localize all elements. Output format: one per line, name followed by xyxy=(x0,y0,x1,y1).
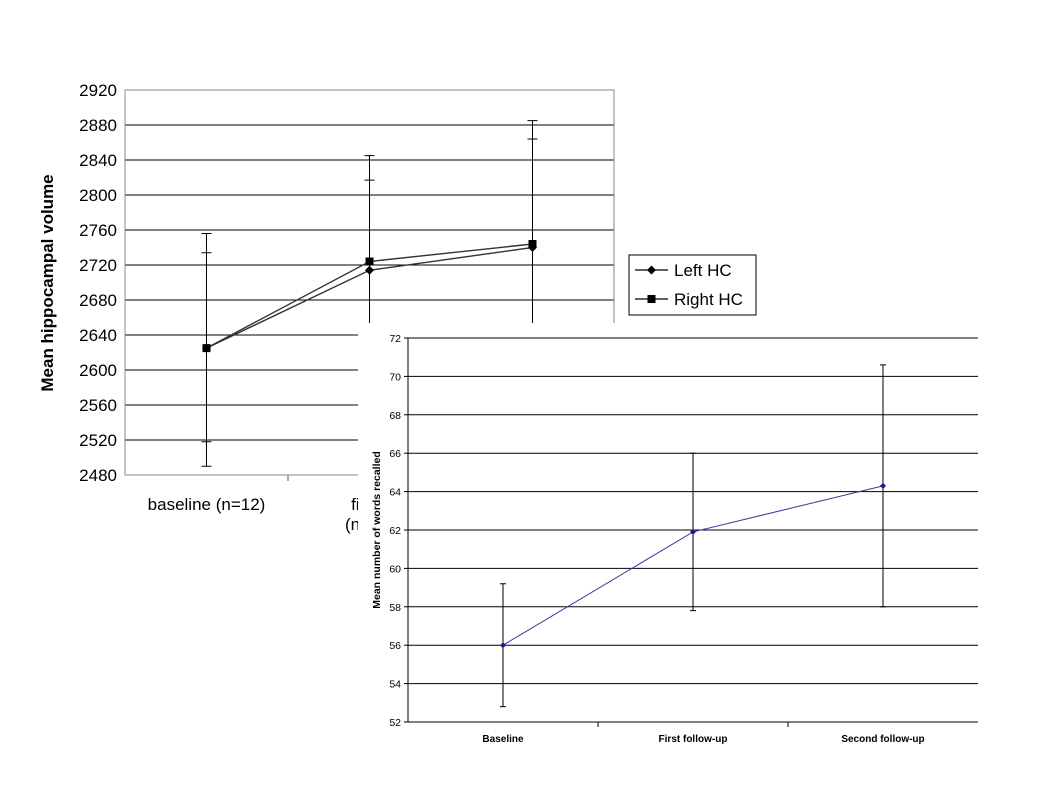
legend-square-marker xyxy=(647,295,656,303)
c1-y-tick-label: 2720 xyxy=(79,256,117,275)
c2-panel-background xyxy=(358,323,1008,793)
c2-y-tick-label: 62 xyxy=(389,525,401,537)
c2-y-tick-label: 68 xyxy=(389,410,401,422)
c1-y-tick-label: 2920 xyxy=(79,81,117,100)
c1-square-marker xyxy=(365,257,374,266)
c2-y-tick-label: 58 xyxy=(389,602,401,614)
c1-y-axis-label: Mean hippocampal volume xyxy=(38,174,57,391)
c2-y-tick-label: 64 xyxy=(389,487,401,499)
c2-y-tick-label: 52 xyxy=(389,717,401,729)
c2-y-tick-label: 54 xyxy=(389,679,401,691)
legend-diamond-marker xyxy=(647,265,656,275)
c1-y-tick-label: 2560 xyxy=(79,396,117,415)
c2-x-category-label: First follow-up xyxy=(659,734,728,745)
c2-y-axis-label: Mean number of words recalled xyxy=(371,451,383,609)
c1-x-category-label: baseline (n=12) xyxy=(148,495,266,514)
c1-y-tick-label: 2600 xyxy=(79,361,117,380)
c2-y-tick-label: 60 xyxy=(389,563,401,575)
c2-diamond-marker xyxy=(880,482,886,489)
c2-diamond-marker xyxy=(690,528,696,535)
c1-x-category-label-overflow: (n xyxy=(345,515,360,534)
c2-y-tick-labels: 52 54 56 58 60 62 64 66 68 70 72 xyxy=(389,333,401,729)
c2-y-tick-label: 72 xyxy=(389,333,401,345)
legend-right-hc-label: Right HC xyxy=(674,290,743,309)
c2-diamond-marker xyxy=(500,642,506,649)
c2-x-category-label: Baseline xyxy=(482,734,524,745)
c2-series-markers xyxy=(500,482,886,649)
c1-square-marker xyxy=(528,240,537,248)
c1-y-tick-label: 2520 xyxy=(79,431,117,450)
c1-square-marker xyxy=(202,344,211,353)
c2-y-tick-label: 66 xyxy=(389,448,401,460)
c2-y-tick-label: 56 xyxy=(389,640,401,652)
c1-diamond-marker xyxy=(365,265,374,275)
c1-x-category-labels: baseline (n=12)first f(n xyxy=(148,495,389,534)
c1-y-tick-label: 2680 xyxy=(79,291,117,310)
c1-y-tick-label: 2640 xyxy=(79,326,117,345)
c1-y-tick-label: 2840 xyxy=(79,151,117,170)
c2-y-tick-label: 70 xyxy=(389,371,401,383)
c1-series-markers xyxy=(202,240,537,353)
c2-x-category-labels: Baseline First follow-up Second follow-up xyxy=(482,734,924,745)
c2-x-category-label: Second follow-up xyxy=(841,734,924,745)
c1-y-tick-label: 2480 xyxy=(79,466,117,485)
legend-left-hc-label: Left HC xyxy=(674,261,732,280)
c1-y-tick-label: 2760 xyxy=(79,221,117,240)
c1-y-tick-label: 2800 xyxy=(79,186,117,205)
c1-y-tick-labels: 2480 2520 2560 2600 2640 2680 2720 2760 2800 2840… xyxy=(79,81,117,485)
words-recalled-chart: 52 54 56 58 60 62 64 66 68 70 72 Baseline First fol… xyxy=(358,323,1008,793)
c1-legend: Left HC Right HC xyxy=(628,254,757,316)
c1-y-tick-label: 2880 xyxy=(79,116,117,135)
c1-legend-box xyxy=(628,254,757,316)
